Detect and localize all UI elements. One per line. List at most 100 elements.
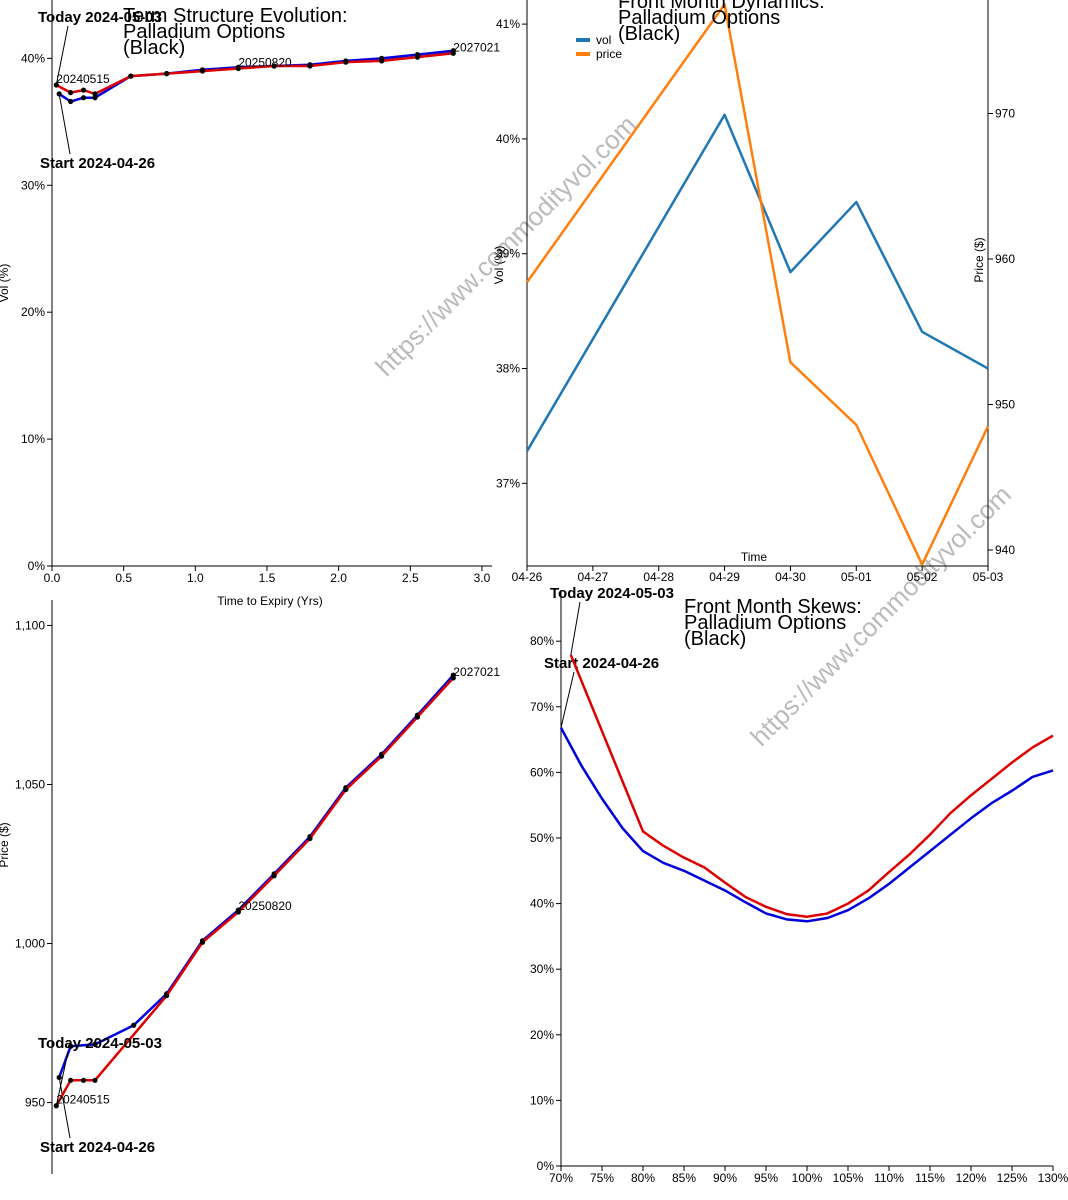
y2-axis-label: Price ($) [972,237,986,282]
y2-tick-label: 960 [995,252,1015,266]
point [414,54,421,60]
x-tick-label: 125% [997,1171,1028,1185]
point [92,1077,98,1083]
y-tick-label: 41% [496,17,520,31]
point [68,1077,74,1083]
y-tick-label: 60% [530,765,554,779]
point [92,95,98,101]
y-tick-label: 1,000 [15,937,45,951]
y-tick-label: 50% [530,831,554,845]
x-tick-label: 105% [833,1171,864,1185]
annotation: Start 2024-04-26 [40,1139,155,1156]
point [343,786,349,793]
y-tick-label: 30% [21,178,45,192]
point [68,90,74,96]
y-tick-label: 1,100 [15,618,45,632]
chart-title: (Black) [684,628,746,650]
point [128,73,134,79]
point [131,1022,137,1028]
x-tick-label: 115% [915,1171,945,1185]
point [80,95,87,101]
point [343,59,349,65]
annotation: Today 2024-05-03 [38,9,162,26]
y-tick-label: 70% [530,700,554,714]
point [68,98,74,105]
point [271,873,277,879]
y-axis-label: Vol (%) [0,264,11,303]
watermark: https://www.commodityvol.com [369,109,642,382]
point [414,714,421,720]
x-tick-label: 120% [956,1171,987,1185]
x-tick-label: 90% [713,1171,737,1185]
y-tick-label: 10% [530,1093,554,1107]
series-line [559,727,1054,923]
y-tick-label: 20% [21,305,45,319]
y-tick-label: 80% [530,634,554,648]
expiry-label: 20240515 [56,1093,110,1107]
x-tick-label: 05-03 [973,570,1004,584]
annotation: Today 2024-05-03 [550,585,674,602]
point [379,753,385,759]
x-tick-label: 04-30 [775,570,806,584]
y-tick-label: 0% [28,559,46,573]
point [199,939,206,945]
y2-tick-label: 970 [995,106,1015,120]
x-tick-label: 2.5 [402,571,419,585]
y-tick-label: 950 [25,1096,45,1110]
point [164,993,170,999]
x-tick-label: 85% [672,1171,696,1185]
point [199,68,206,74]
x-tick-label: 100% [792,1171,823,1185]
x-tick-label: 04-27 [578,570,609,584]
point [164,71,170,77]
y2-tick-label: 950 [995,397,1015,411]
y-tick-label: 0% [537,1159,555,1173]
series-line [525,3,990,566]
x-tick-label: 3.0 [474,571,491,585]
y-tick-label: 40% [496,132,520,146]
chart-title: Palladium Options [684,612,846,634]
x-tick-label: 04-26 [512,570,543,584]
expiry-label: 20250820 [238,56,292,70]
legend-swatch [576,52,590,56]
annotation: Today 2024-05-03 [38,1035,162,1052]
point [92,1041,98,1047]
x-tick-label: 05-02 [907,570,938,584]
y-tick-label: 20% [530,1028,554,1042]
point [68,1043,74,1049]
x-tick-label: 130% [1038,1171,1068,1185]
point [80,1077,87,1083]
point [235,909,241,915]
x-tick-label: 110% [874,1171,904,1185]
point [235,65,241,72]
annotation-arrow [55,25,69,86]
x-tick-label: 95% [754,1171,778,1185]
x-axis-label: Time [741,550,768,564]
y2-tick-label: 940 [995,543,1015,557]
x-tick-label: 70% [549,1171,573,1185]
annotation-arrow [560,671,575,728]
chart-title: Term Structure Evolution: [123,5,348,27]
series-line [525,113,989,452]
legend-label: price [596,47,622,61]
annotation-arrow [55,1051,69,1106]
point [92,91,98,97]
expiry-label: 2027021 [453,665,500,679]
x-tick-label: 0.5 [115,571,132,585]
point [80,87,87,93]
point [271,63,277,69]
x-tick-label: 1.5 [259,571,276,585]
y-tick-label: 38% [496,362,520,376]
y-axis-label: Price ($) [0,822,11,867]
x-tick-label: 0.0 [44,571,61,585]
point [450,675,456,681]
chart-title: Palladium Options [123,21,285,43]
expiry-label: 2027021 [453,40,500,54]
point [450,50,456,56]
y-tick-label: 39% [496,247,520,261]
x-tick-label: 2.0 [330,571,347,585]
y-tick-label: 10% [21,432,45,446]
chart-title: Front Month Skews: [684,596,862,618]
x-axis-label: Time to Expiry (Yrs) [217,594,323,608]
